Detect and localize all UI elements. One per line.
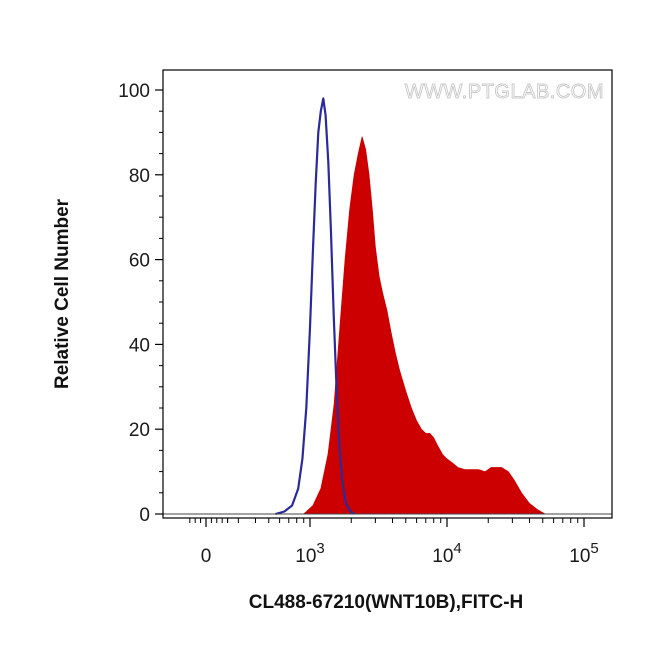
x-tick-label: 0 [201,546,212,567]
series-filled-histogram [302,136,547,515]
y-tick-label: 60 [129,251,150,272]
plot-frame [162,69,613,519]
series-outline-histogram [275,97,355,516]
y-tick-label: 0 [139,505,150,526]
x-tick-label: 105 [569,540,598,567]
y-tick-label: 40 [129,335,150,356]
plot-area [163,97,612,516]
watermark-text: WWW.PTGLAB.COM [405,81,604,103]
x-tick-label: 103 [295,540,324,567]
x-axis: 0 103 104 105 [189,518,599,567]
y-axis: 0 20 40 60 80 100 [118,81,163,526]
y-tick-label: 20 [129,420,150,441]
y-tick-label: 100 [118,81,150,102]
x-tick-label: 104 [432,540,461,567]
y-axis-title: Relative Cell Number [52,198,73,389]
y-tick-label: 80 [129,166,150,187]
x-axis-title: CL488-67210(WNT10B),FITC-H [249,592,524,613]
